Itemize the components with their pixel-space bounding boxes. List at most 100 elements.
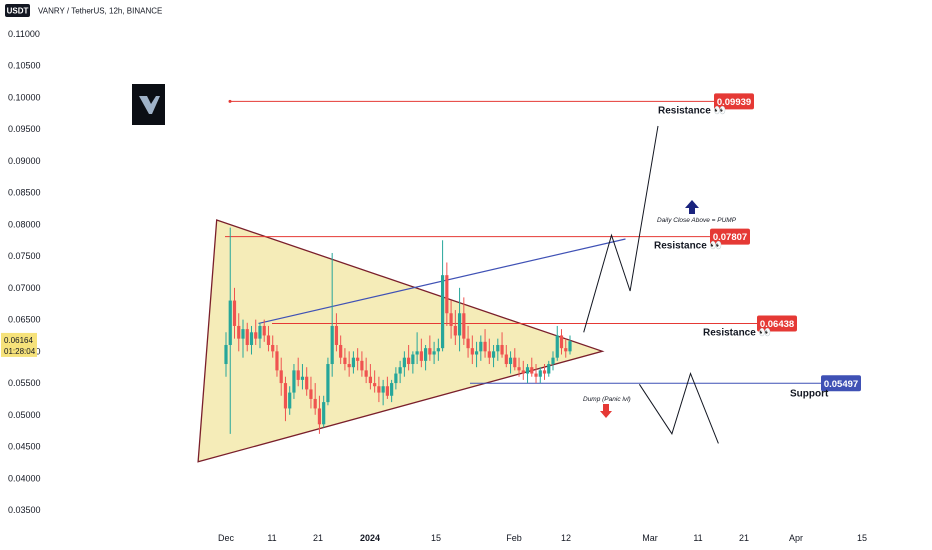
candle-body xyxy=(445,275,449,314)
time-axis: Dec 11 21 2024 15 Feb 12 Mar 11 21 Apr 15 xyxy=(218,533,867,543)
price-tick-label: 0.10000 xyxy=(8,92,41,102)
candle-body xyxy=(457,313,462,336)
price-tick-label: 0.05000 xyxy=(8,410,41,420)
candle-body xyxy=(568,341,572,352)
level-label: Resistance 👀 xyxy=(654,241,722,252)
level-price-text: 0.06438 xyxy=(760,319,794,330)
current-price-marker: 0.06164 01:28:04 xyxy=(1,332,37,357)
candle-body xyxy=(402,357,406,368)
level-anchor xyxy=(228,99,232,103)
price-tick-label: 0.11000 xyxy=(8,29,40,39)
candle-body xyxy=(347,364,351,368)
candle-body xyxy=(513,357,517,368)
candle-body xyxy=(453,325,457,336)
candle-body xyxy=(436,348,440,352)
candle-body xyxy=(470,348,474,355)
time-tick-label: 11 xyxy=(693,533,702,543)
candle-body xyxy=(496,344,500,352)
candle-body xyxy=(258,325,262,339)
candle-body xyxy=(283,383,288,409)
price-tick-label: 0.08500 xyxy=(8,188,41,198)
level-price-text: 0.07807 xyxy=(713,232,747,243)
price-tick-label: 0.04500 xyxy=(8,442,41,452)
candle-body xyxy=(525,367,530,374)
dump-note: Dump (Panic lvl) xyxy=(583,396,631,403)
up-arrow-icon xyxy=(685,200,699,214)
candle-body xyxy=(419,351,423,361)
candle-body xyxy=(292,370,296,393)
time-tick-label: Mar xyxy=(642,533,658,543)
triangle-pattern xyxy=(197,219,605,463)
candle-body xyxy=(254,332,258,339)
candle-body xyxy=(487,351,491,358)
candle-body xyxy=(538,370,542,377)
candle-body xyxy=(547,364,551,374)
candle-body xyxy=(237,325,241,339)
candle-body xyxy=(381,386,385,393)
candle-body xyxy=(368,376,372,384)
time-tick-label: 21 xyxy=(313,533,323,543)
candle-body xyxy=(504,354,508,365)
pump-note: Daily Close Above = PUMP xyxy=(657,217,737,224)
candle-body xyxy=(508,357,513,365)
price-tick-label: 0.03500 xyxy=(8,505,41,515)
candle-body xyxy=(564,348,568,352)
time-tick-label: 15 xyxy=(431,533,441,543)
price-tick-label: 0.07500 xyxy=(8,251,41,261)
candle-body xyxy=(271,344,275,352)
annotations-layer: Daily Close Above = PUMP Dump (Panic lvl… xyxy=(583,200,737,418)
candle-body xyxy=(390,383,394,396)
current-price-value: 0.06164 xyxy=(4,336,33,345)
candle-body xyxy=(491,351,496,358)
candle-body xyxy=(351,357,356,368)
candle-body xyxy=(373,383,377,387)
symbol-title: VANRY / TetherUS, 12h, BINANCE xyxy=(38,7,162,16)
candle-body xyxy=(300,376,305,380)
candle-body xyxy=(326,364,330,403)
candle-body xyxy=(555,335,559,358)
time-tick-label: Apr xyxy=(789,533,803,543)
brand-logo xyxy=(132,84,165,125)
candle-body xyxy=(228,300,232,345)
candle-body xyxy=(356,357,360,361)
candle-body xyxy=(440,275,445,349)
candle-body xyxy=(530,367,534,374)
candle-body xyxy=(479,341,483,352)
time-tick-label: 11 xyxy=(267,533,276,543)
candle-body xyxy=(517,367,521,371)
time-tick-label: 12 xyxy=(561,533,571,543)
candle-body xyxy=(377,386,381,393)
candle-body xyxy=(551,357,555,365)
down-arrow-icon xyxy=(600,404,612,418)
candle-body xyxy=(322,402,326,425)
candle-body xyxy=(428,348,432,355)
candle-body xyxy=(559,335,564,349)
candle-body xyxy=(394,373,398,384)
candle-body xyxy=(305,376,309,390)
candle-body xyxy=(249,332,254,345)
level-label: Resistance 👀 xyxy=(703,328,771,339)
candle-body xyxy=(462,313,466,339)
time-tick-label: Feb xyxy=(506,533,522,543)
candle-body xyxy=(262,325,266,336)
level-price-text: 0.09939 xyxy=(717,97,751,108)
price-axis: 0.11000 0.10500 0.10000 0.09500 0.09000 0.085… xyxy=(8,29,41,515)
price-tick-label: 0.07000 xyxy=(8,283,41,293)
candle-body xyxy=(415,351,419,355)
level-price-tag xyxy=(714,93,754,110)
level-price-tag xyxy=(821,375,861,392)
candle-body xyxy=(521,370,525,374)
candle-body xyxy=(330,325,334,365)
level-price-tag xyxy=(710,228,750,245)
candle-body xyxy=(275,351,279,371)
price-tick-label: 0.04000 xyxy=(8,473,41,483)
candle-body xyxy=(313,398,317,409)
candle-body xyxy=(288,392,292,409)
price-tick-label: 0.09500 xyxy=(8,124,41,134)
currency-badge[interactable] xyxy=(5,4,30,17)
candle-body xyxy=(245,329,249,345)
price-tick-label: 0.06500 xyxy=(8,315,41,325)
candle-body xyxy=(279,370,283,384)
candle-body xyxy=(360,360,364,371)
